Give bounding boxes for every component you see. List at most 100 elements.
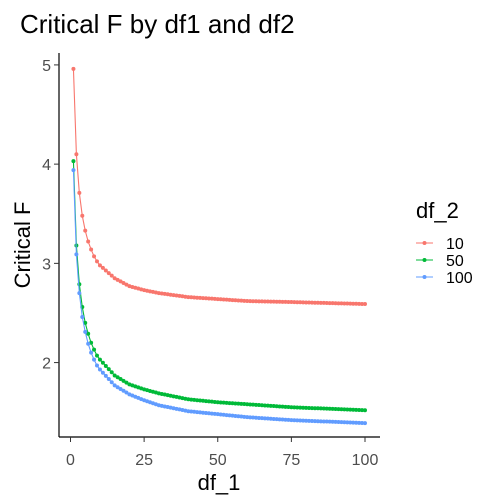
data-point [333,419,338,424]
data-point [103,268,108,273]
data-point [357,407,362,412]
data-point [74,252,79,257]
data-point [295,405,300,410]
data-point [242,414,247,419]
data-point [156,291,161,296]
data-point [95,363,99,368]
data-point [315,300,320,305]
data-point [221,412,226,417]
data-point [312,300,317,305]
data-point [295,300,300,305]
data-point [256,403,261,408]
data-point [318,419,323,424]
data-point [333,407,338,412]
data-point [262,299,267,304]
data-point [218,412,223,417]
series-50 [71,159,367,413]
data-point [215,400,220,405]
data-point [254,415,259,420]
data-point [354,301,359,306]
data-point [304,300,309,305]
y-axis-title: Critical F [10,202,35,289]
data-point [103,373,108,378]
data-point [165,292,170,297]
data-point [271,404,276,409]
data-point [227,413,232,418]
data-point [189,397,194,402]
data-point [80,213,85,218]
data-point [360,301,365,306]
data-point [201,410,206,415]
data-point [239,401,244,406]
data-point [192,295,197,300]
data-point [215,297,220,302]
series-line [72,161,366,411]
data-point [327,406,332,411]
data-point [209,411,214,416]
data-point [203,296,208,301]
data-point [218,400,223,405]
data-point [112,373,117,378]
data-point [292,405,297,410]
data-point [345,301,350,306]
data-point [221,400,226,405]
data-point [212,399,217,404]
data-point [95,353,99,358]
data-point [186,409,191,414]
data-point [92,254,97,259]
data-point [227,401,232,406]
data-point [259,299,264,304]
data-point [192,409,197,414]
data-point [221,297,226,302]
data-point [239,414,244,419]
data-point [233,413,238,418]
data-point [295,418,300,423]
data-point [286,417,291,422]
data-point [115,277,120,282]
x-tick-label: 0 [66,452,75,469]
data-point [289,300,294,305]
data-point [121,378,126,383]
data-point [124,282,129,287]
data-point [77,291,82,296]
data-point [327,301,332,306]
data-point [336,407,341,412]
data-point [345,420,350,425]
data-point [357,301,362,306]
data-point [321,406,326,411]
data-point [245,299,250,304]
data-point [301,405,306,410]
data-point [351,301,356,306]
data-point [230,401,235,406]
data-point [342,301,347,306]
data-point [71,66,76,71]
data-point [242,402,247,407]
data-point [236,401,241,406]
data-point [174,293,179,298]
data-point [71,159,76,164]
x-axis-ticks: 0 25 50 75 100 [66,437,378,469]
data-point [203,399,208,404]
data-point [251,415,256,420]
data-point [354,407,359,412]
data-point [97,263,102,268]
data-point [298,300,303,305]
data-point [286,405,291,410]
data-point [209,296,214,301]
data-point [86,341,91,346]
data-point [318,406,323,411]
data-point [351,420,356,425]
data-point [304,405,309,410]
y-axis-ticks: 2 3 4 5 [42,58,59,373]
data-point [254,299,259,304]
data-point [159,291,164,296]
data-point [118,386,123,391]
data-point [183,294,188,299]
data-point [321,300,326,305]
data-point [218,297,223,302]
y-tick-label: 3 [42,256,51,273]
data-point [206,399,211,404]
data-point [339,301,344,306]
data-point [312,406,317,411]
data-point [248,415,253,420]
